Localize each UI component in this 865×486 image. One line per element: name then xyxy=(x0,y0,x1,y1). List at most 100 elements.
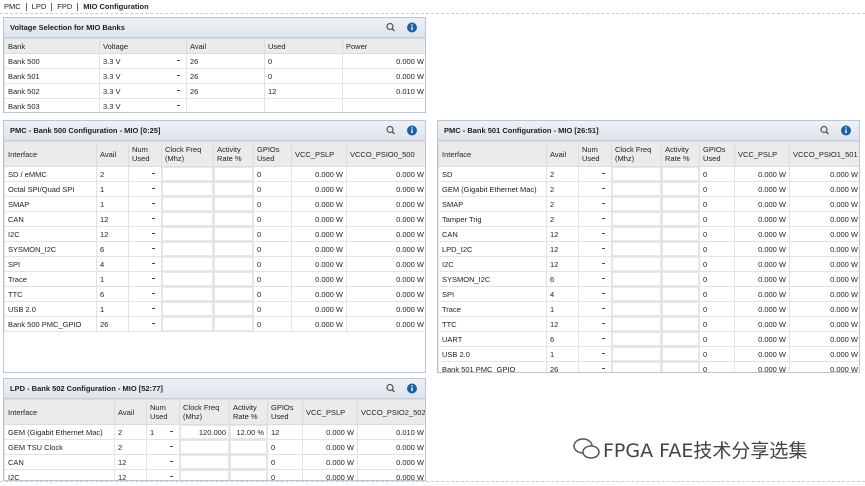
search-icon[interactable] xyxy=(386,383,395,393)
input-cell[interactable] xyxy=(661,211,700,227)
input-cell[interactable] xyxy=(611,271,662,287)
search-icon[interactable] xyxy=(386,22,395,32)
input-cell[interactable] xyxy=(661,346,700,362)
input-cell[interactable] xyxy=(213,271,254,287)
input-cell[interactable] xyxy=(229,469,268,480)
input-cell[interactable] xyxy=(611,301,662,317)
input-cell[interactable] xyxy=(229,439,268,455)
input-cell[interactable] xyxy=(161,166,214,182)
input-cell[interactable] xyxy=(179,469,230,480)
dropdown-cell[interactable] xyxy=(128,271,162,287)
dropdown-cell[interactable] xyxy=(578,301,612,317)
input-cell[interactable] xyxy=(611,316,662,332)
input-cell[interactable] xyxy=(213,241,254,257)
input-cell[interactable] xyxy=(213,286,254,302)
info-icon[interactable] xyxy=(407,383,417,394)
dropdown-cell[interactable] xyxy=(146,454,180,470)
info-icon[interactable] xyxy=(841,125,851,136)
input-cell[interactable] xyxy=(611,331,662,347)
input-cell[interactable] xyxy=(213,196,254,212)
input-cell[interactable] xyxy=(213,211,254,227)
breadcrumb-item[interactable]: FPD xyxy=(51,3,77,11)
input-cell[interactable] xyxy=(661,226,700,242)
breadcrumb-item[interactable]: PMC xyxy=(4,2,21,11)
dropdown-cell[interactable] xyxy=(146,469,180,480)
search-icon[interactable] xyxy=(386,125,395,135)
dropdown-cell[interactable] xyxy=(578,226,612,242)
dropdown-cell[interactable] xyxy=(128,211,162,227)
input-cell[interactable] xyxy=(213,181,254,197)
input-cell[interactable] xyxy=(179,439,230,455)
dropdown-cell[interactable] xyxy=(578,181,612,197)
input-cell[interactable] xyxy=(661,256,700,272)
input-cell[interactable] xyxy=(213,256,254,272)
input-cell[interactable] xyxy=(661,331,700,347)
dropdown-cell[interactable] xyxy=(578,346,612,362)
input-cell[interactable] xyxy=(661,241,700,257)
input-cell[interactable] xyxy=(611,241,662,257)
input-cell[interactable] xyxy=(661,316,700,332)
input-cell[interactable] xyxy=(179,454,230,470)
input-cell[interactable] xyxy=(661,301,700,317)
dropdown-cell[interactable] xyxy=(128,196,162,212)
dropdown-cell[interactable] xyxy=(578,316,612,332)
input-cell[interactable] xyxy=(161,196,214,212)
dropdown-cell[interactable] xyxy=(578,166,612,182)
dropdown-cell[interactable] xyxy=(128,301,162,317)
input-cell[interactable] xyxy=(213,301,254,317)
input-cell[interactable] xyxy=(229,454,268,470)
input-cell[interactable] xyxy=(161,241,214,257)
input-cell[interactable] xyxy=(161,256,214,272)
input-cell[interactable] xyxy=(611,256,662,272)
input-cell[interactable] xyxy=(611,286,662,302)
breadcrumb-item[interactable]: LPD xyxy=(25,3,52,11)
input-cell[interactable]: 120.000 xyxy=(179,424,230,440)
input-cell[interactable] xyxy=(661,361,700,372)
input-cell[interactable] xyxy=(611,196,662,212)
input-cell[interactable] xyxy=(661,271,700,287)
breadcrumb-item[interactable]: MIO Configuration xyxy=(77,3,153,11)
dropdown-cell[interactable] xyxy=(578,241,612,257)
input-cell[interactable] xyxy=(661,286,700,302)
dropdown-cell[interactable] xyxy=(578,256,612,272)
dropdown-cell[interactable]: 1 xyxy=(146,424,180,440)
info-icon[interactable] xyxy=(407,22,417,33)
input-cell[interactable]: 12.00 % xyxy=(229,424,268,440)
dropdown-cell[interactable] xyxy=(578,196,612,212)
info-icon[interactable] xyxy=(407,125,417,136)
dropdown-cell[interactable] xyxy=(128,226,162,242)
dropdown-cell[interactable] xyxy=(128,241,162,257)
dropdown-cell[interactable] xyxy=(578,211,612,227)
dropdown-cell[interactable] xyxy=(578,271,612,287)
input-cell[interactable] xyxy=(611,361,662,372)
input-cell[interactable] xyxy=(213,226,254,242)
dropdown-cell[interactable] xyxy=(578,331,612,347)
input-cell[interactable] xyxy=(161,226,214,242)
input-cell[interactable] xyxy=(611,211,662,227)
dropdown-cell[interactable] xyxy=(128,256,162,272)
search-icon[interactable] xyxy=(820,125,829,135)
input-cell[interactable] xyxy=(661,196,700,212)
dropdown-cell[interactable]: 3.3 V xyxy=(99,68,187,84)
input-cell[interactable] xyxy=(161,301,214,317)
dropdown-cell[interactable] xyxy=(128,286,162,302)
dropdown-cell[interactable]: 3.3 V xyxy=(99,98,187,112)
dropdown-cell[interactable] xyxy=(128,181,162,197)
input-cell[interactable] xyxy=(661,166,700,182)
dropdown-cell[interactable] xyxy=(128,316,162,332)
input-cell[interactable] xyxy=(611,181,662,197)
dropdown-cell[interactable] xyxy=(578,286,612,302)
input-cell[interactable] xyxy=(611,346,662,362)
input-cell[interactable] xyxy=(161,211,214,227)
input-cell[interactable] xyxy=(611,226,662,242)
dropdown-cell[interactable]: 3.3 V xyxy=(99,53,187,69)
input-cell[interactable] xyxy=(161,271,214,287)
input-cell[interactable] xyxy=(213,166,254,182)
input-cell[interactable] xyxy=(161,181,214,197)
input-cell[interactable] xyxy=(161,316,214,332)
input-cell[interactable] xyxy=(213,316,254,332)
dropdown-cell[interactable] xyxy=(146,439,180,455)
input-cell[interactable] xyxy=(161,286,214,302)
input-cell[interactable] xyxy=(611,166,662,182)
input-cell[interactable] xyxy=(661,181,700,197)
